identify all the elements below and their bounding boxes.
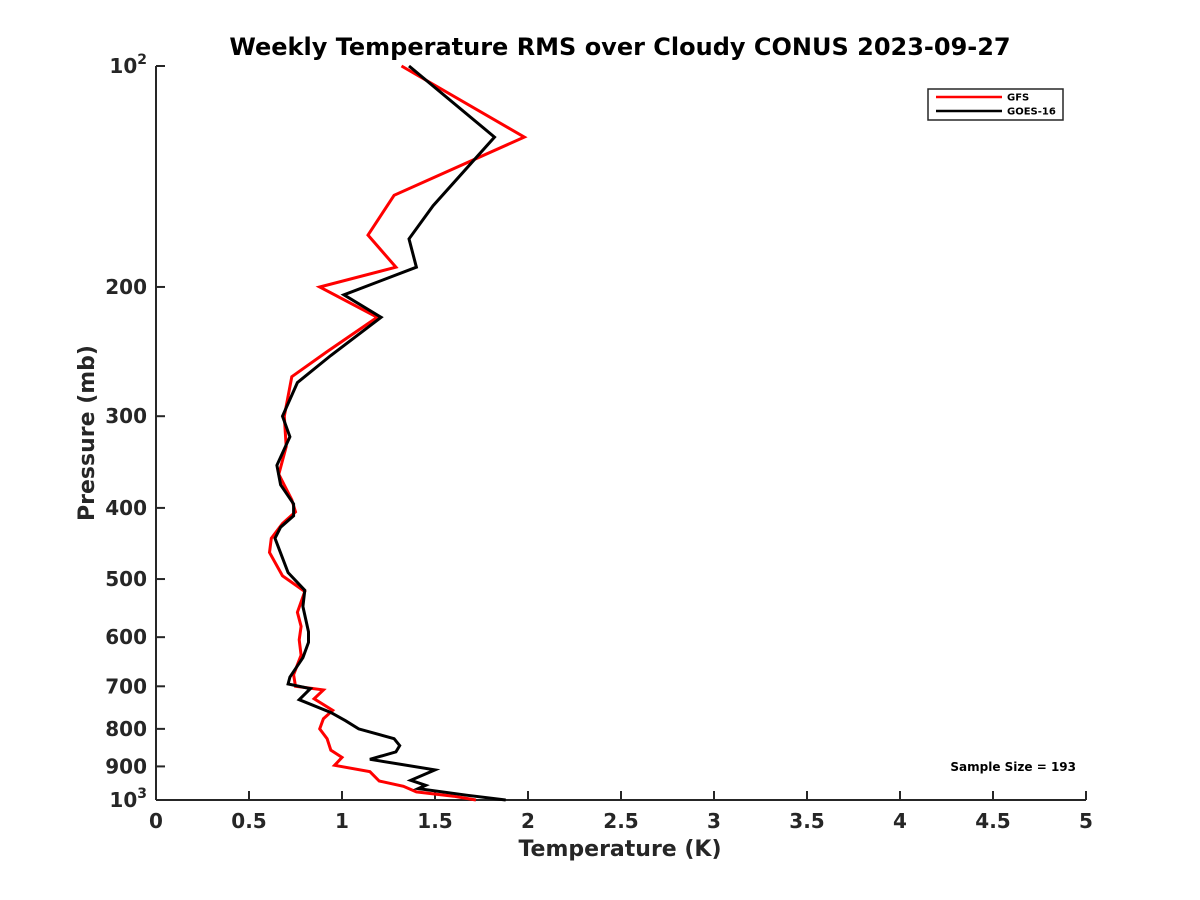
y-axis-label: Pressure (mb) — [75, 345, 100, 521]
x-tick-label: 3 — [707, 809, 721, 833]
y-tick-label-base: 300 — [105, 404, 147, 428]
y-tick-label-base: 700 — [105, 674, 147, 698]
y-tick-label-base: 900 — [105, 754, 147, 778]
y-tick-label: 300 — [105, 404, 147, 428]
y-tick-label: 102 — [109, 52, 147, 78]
y-tick-label-base: 600 — [105, 625, 147, 649]
y-tick-label-base: 500 — [105, 567, 147, 591]
y-tick-label: 700 — [105, 674, 147, 698]
x-tick-label: 0.5 — [231, 809, 266, 833]
y-tick-label: 900 — [105, 754, 147, 778]
series-line-goes16 — [273, 64, 506, 802]
x-tick-label: 2.5 — [603, 809, 638, 833]
legend-box — [927, 88, 1064, 121]
series-layer — [267, 64, 528, 802]
y-tick-label-base: 200 — [105, 275, 147, 299]
legend: GFS GOES-16 — [927, 88, 1064, 121]
y-tick-label: 600 — [105, 625, 147, 649]
x-tick-label: 1 — [335, 809, 349, 833]
x-tick-label: 2 — [521, 809, 535, 833]
x-tick-label: 4 — [893, 809, 907, 833]
x-axis-label: Temperature (K) — [518, 837, 721, 862]
series-line-gfs — [267, 64, 528, 802]
y-tick-label: 500 — [105, 567, 147, 591]
x-tick-label: 1.5 — [417, 809, 452, 833]
legend-label-gfs: GFS — [1007, 93, 1029, 104]
y-tick-label-base: 10 — [109, 54, 137, 78]
sample-size-annotation: Sample Size = 193 — [950, 760, 1076, 774]
x-tick-label: 4.5 — [975, 809, 1010, 833]
x-axis-ticks: 0 0.5 1 1.5 2 2.5 3 3.5 4 4.5 5 — [149, 791, 1093, 833]
chart-title: Weekly Temperature RMS over Cloudy CONUS… — [229, 33, 1010, 61]
x-tick-label: 0 — [149, 809, 163, 833]
legend-label-goes16: GOES-16 — [1007, 107, 1056, 118]
y-tick-label: 400 — [105, 496, 147, 520]
y-tick-label-base: 800 — [105, 717, 147, 741]
x-tick-label: 5 — [1079, 809, 1093, 833]
y-tick-label-exponent: 3 — [137, 786, 147, 802]
x-tick-label: 3.5 — [789, 809, 824, 833]
y-tick-label: 800 — [105, 717, 147, 741]
plot-area: 0 0.5 1 1.5 2 2.5 3 3.5 4 4.5 5 102200300400500600… — [105, 52, 1093, 833]
y-tick-label-base: 400 — [105, 496, 147, 520]
y-tick-label-base: 10 — [109, 788, 137, 812]
y-tick-label: 103 — [109, 786, 147, 812]
y-tick-label: 200 — [105, 275, 147, 299]
y-tick-label-exponent: 2 — [137, 52, 147, 68]
